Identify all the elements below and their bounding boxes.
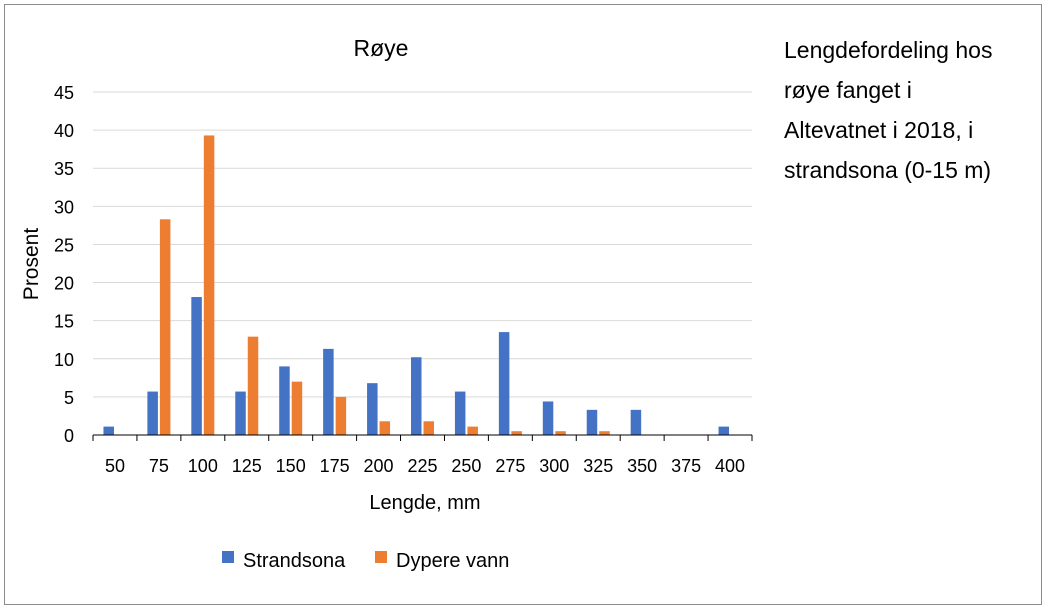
bar-strandsona	[103, 426, 114, 435]
chart-title: Røye	[354, 35, 409, 61]
y-tick-label: 35	[54, 159, 74, 179]
x-tick-label: 400	[715, 456, 745, 476]
y-tick-label: 5	[64, 388, 74, 408]
x-tick-label: 300	[539, 456, 569, 476]
legend-label: Strandsona	[243, 550, 346, 572]
x-tick-label: 175	[320, 456, 350, 476]
bar-dypere-vann	[511, 431, 522, 435]
bar-strandsona	[542, 401, 554, 435]
chart-frame	[4, 4, 1042, 605]
y-tick-label: 30	[54, 197, 74, 217]
bar-dypere-vann	[555, 431, 566, 435]
bar-dypere-vann	[467, 426, 478, 435]
legend-swatch	[375, 551, 387, 563]
bar-strandsona	[411, 357, 422, 435]
y-tick-label: 0	[64, 426, 74, 446]
y-tick-labels: 0 5 10 15 20 25 30 35 40 45	[54, 83, 74, 446]
bar-dypere-vann	[159, 219, 171, 435]
x-tick-label: 275	[495, 456, 525, 476]
y-tick-label: 10	[54, 350, 74, 370]
bar-dypere-vann	[247, 336, 259, 435]
bar-dypere-vann	[423, 421, 434, 435]
bar-strandsona	[235, 391, 246, 435]
x-tick-label: 325	[583, 456, 613, 476]
x-axis	[92, 434, 753, 441]
legend-label: Dypere vann	[396, 550, 509, 572]
x-tick-label: 200	[364, 456, 394, 476]
x-tick-label: 100	[188, 456, 218, 476]
gridlines	[93, 91, 752, 398]
x-tick-labels: 50 75 100 125 150 175 200 225 250 275 300 325 350 375…	[105, 456, 745, 476]
legend-swatch	[222, 551, 234, 563]
x-tick-label: 250	[451, 456, 481, 476]
legend-item: Dypere vann	[375, 550, 509, 572]
bar-strandsona	[147, 391, 158, 435]
bar-dypere-vann	[335, 396, 347, 435]
x-tick-label: 350	[627, 456, 657, 476]
x-tick-label: 150	[276, 456, 306, 476]
y-tick-label: 25	[54, 235, 74, 255]
caption-line: strandsona (0-15 m)	[784, 157, 992, 183]
x-tick-label: 75	[149, 456, 169, 476]
legend: Strandsona Dypere vann	[222, 550, 509, 572]
x-tick-label: 125	[232, 456, 262, 476]
x-tick-label: 50	[105, 456, 125, 476]
y-tick-label: 40	[54, 121, 74, 141]
x-axis-label: Lengde, mm	[369, 492, 480, 514]
bar-dypere-vann	[203, 135, 215, 436]
y-axis-label: Prosent	[20, 228, 43, 301]
caption-line: Lengdefordeling hos	[784, 37, 993, 63]
bar-strandsona	[586, 409, 598, 435]
bar-dypere-vann	[599, 431, 610, 435]
bar-strandsona	[630, 409, 642, 435]
caption-line: røye fanget i	[784, 77, 912, 103]
y-tick-label: 15	[54, 312, 74, 332]
bar-dypere-vann	[379, 421, 391, 435]
bars	[103, 135, 730, 436]
bar-strandsona	[323, 348, 334, 435]
side-caption: Lengdefordeling hos røye fanget i Alteva…	[784, 30, 1042, 190]
y-tick-label: 45	[54, 83, 74, 103]
x-tick-label: 375	[671, 456, 701, 476]
bar-dypere-vann	[291, 381, 303, 435]
bar-strandsona	[498, 332, 510, 435]
caption-line: Altevatnet i 2018, i	[784, 117, 974, 143]
bar-strandsona	[279, 366, 290, 435]
bar-strandsona	[367, 383, 378, 435]
bar-strandsona	[191, 297, 202, 435]
legend-item: Strandsona	[222, 550, 346, 572]
x-tick-label: 225	[407, 456, 437, 476]
y-tick-label: 20	[54, 274, 74, 294]
bar-strandsona	[718, 426, 730, 435]
bar-strandsona	[454, 391, 466, 435]
